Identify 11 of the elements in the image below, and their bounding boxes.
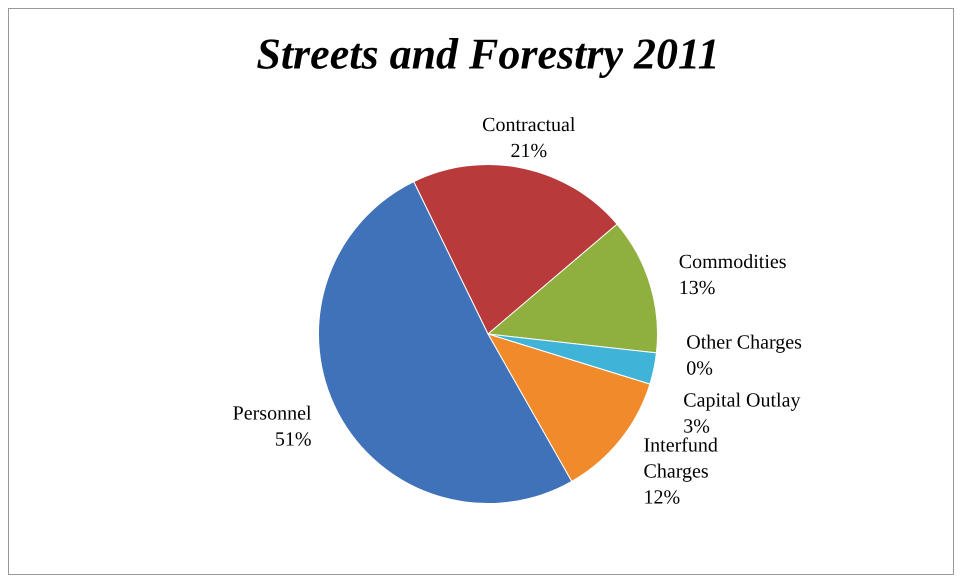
- data-label: 51%: [274, 428, 312, 450]
- category-label: Other Charges: [686, 331, 802, 354]
- text: 0%: [686, 357, 713, 380]
- slice-label: Commodities: [678, 250, 787, 273]
- data-label: 13%: [678, 276, 716, 299]
- slice-label: Capital Outlay: [683, 389, 800, 412]
- slice-label: Contractual: [482, 114, 576, 136]
- chart-title: Streets and Forestry 2011: [256, 29, 720, 78]
- data-label: 12%: [643, 486, 680, 508]
- slice-label: Personnel: [232, 402, 312, 424]
- data-label: 21%: [510, 140, 548, 162]
